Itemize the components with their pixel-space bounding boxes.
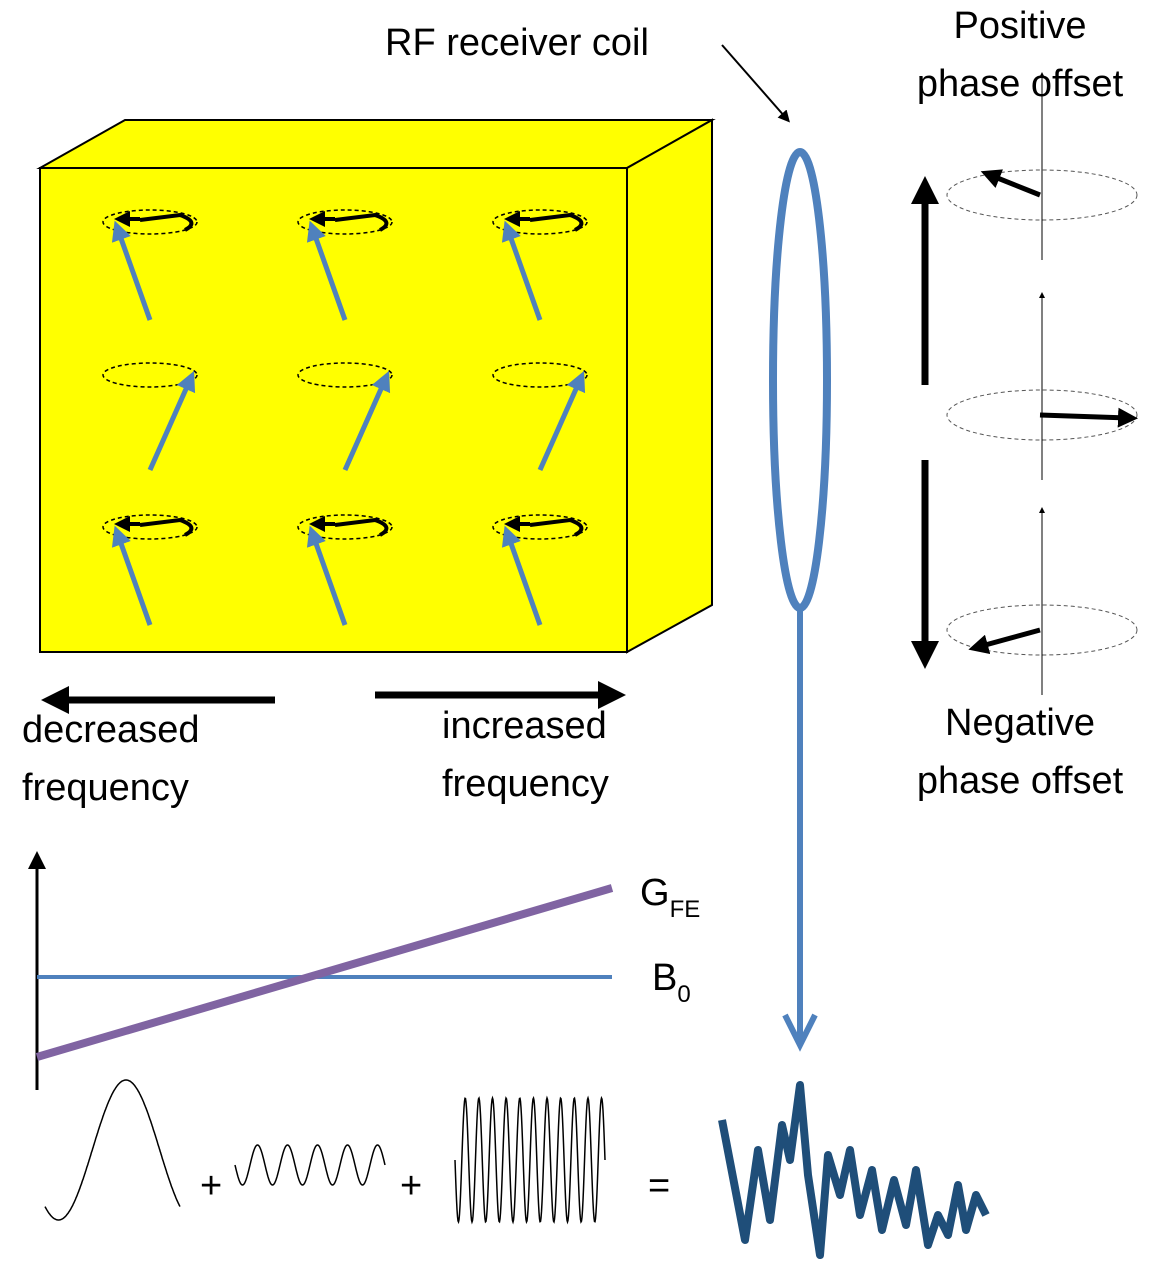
precession-path xyxy=(492,209,588,235)
rotation-arrow xyxy=(139,212,194,232)
spin-vector xyxy=(537,370,586,472)
coil-pointer xyxy=(721,44,790,123)
gradient-subscript: FE xyxy=(670,896,701,923)
sine-wave xyxy=(44,1079,181,1221)
precession-path xyxy=(102,514,198,540)
precession-path xyxy=(297,209,393,235)
spin-vector xyxy=(501,220,543,321)
phase-circle xyxy=(946,604,1138,656)
positive-label: phase offset xyxy=(917,63,1124,105)
precession-path xyxy=(492,362,588,388)
increased-label: frequency xyxy=(442,763,609,805)
box-front xyxy=(39,167,628,653)
spin-vector xyxy=(111,220,153,321)
precession-path xyxy=(102,362,198,388)
negative-label: Negative xyxy=(945,702,1095,744)
plus-sign: + xyxy=(200,1165,222,1207)
positive-label: Positive xyxy=(953,5,1086,47)
box-top xyxy=(36,119,716,169)
gradient-symbol: G xyxy=(640,872,670,914)
spin-vector xyxy=(111,525,153,626)
phase-vector xyxy=(968,627,1041,654)
gradient-label: GFE xyxy=(640,872,700,923)
waves xyxy=(44,1079,606,1225)
gradient-line xyxy=(35,884,614,1061)
precession-path xyxy=(297,362,393,388)
spin-vector xyxy=(306,220,348,321)
rotation-arrow xyxy=(529,517,584,537)
field-symbol: B xyxy=(652,957,677,999)
field-label: B0 xyxy=(652,957,691,1008)
signal-arrowhead xyxy=(782,1013,818,1052)
rotation-arrow xyxy=(334,212,389,232)
precession-path xyxy=(102,209,198,235)
spin-vector xyxy=(501,525,543,626)
phase-circle xyxy=(946,169,1138,221)
sine-wave xyxy=(234,1144,386,1186)
increased-label: increased xyxy=(442,705,607,747)
field-subscript: 0 xyxy=(677,981,690,1008)
equals-sign: = xyxy=(648,1165,670,1207)
phase-glyphs xyxy=(946,72,1138,695)
sum-signal xyxy=(718,1081,990,1259)
precession-path xyxy=(492,514,588,540)
phase-vector xyxy=(980,169,1041,198)
spins xyxy=(102,209,588,626)
phase-vector xyxy=(1039,407,1138,428)
sine-wave xyxy=(454,1095,606,1225)
spin-vector xyxy=(342,370,391,472)
rotation-arrow xyxy=(529,212,584,232)
decreased-label: decreased xyxy=(22,709,199,751)
negative-label: phase offset xyxy=(917,760,1124,802)
precession-path xyxy=(297,514,393,540)
decreased-label: frequency xyxy=(22,767,189,809)
spin-vector xyxy=(306,525,348,626)
rotation-arrow xyxy=(334,517,389,537)
spin-vector xyxy=(147,370,196,472)
coil xyxy=(769,148,831,612)
rotation-arrow xyxy=(139,517,194,537)
box-side xyxy=(626,118,713,654)
coil-label: RF receiver coil xyxy=(385,22,649,64)
plus-sign: + xyxy=(400,1165,422,1207)
